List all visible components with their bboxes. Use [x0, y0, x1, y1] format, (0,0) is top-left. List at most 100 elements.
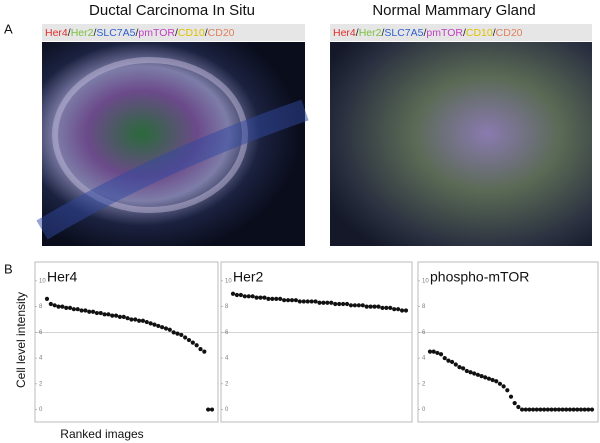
median-point	[542, 407, 547, 412]
median-point	[125, 316, 130, 321]
median-point	[427, 349, 433, 354]
marker-name: pmTOR	[138, 27, 175, 39]
median-point	[129, 317, 134, 322]
median-point	[575, 407, 580, 412]
median-point	[549, 407, 554, 412]
image-title: Normal Mammary Gland	[372, 2, 535, 19]
median-point	[171, 330, 176, 335]
y-tick-label: 8	[422, 304, 426, 310]
median-point	[198, 346, 203, 352]
marker-name: CD10	[466, 27, 493, 39]
median-point	[113, 313, 119, 318]
median-point	[527, 407, 532, 412]
median-point	[246, 294, 251, 299]
median-point	[571, 407, 576, 412]
median-point	[242, 294, 247, 299]
marker-name: pmTOR	[426, 27, 463, 39]
median-point	[399, 308, 405, 313]
median-point	[238, 292, 243, 298]
median-point	[435, 350, 440, 356]
median-point	[449, 359, 455, 365]
median-point	[167, 327, 172, 332]
median-point	[133, 317, 138, 322]
median-point	[501, 384, 506, 389]
median-point	[344, 301, 350, 307]
plot-frame	[220, 261, 413, 423]
separator: /	[205, 27, 208, 39]
median-point	[285, 298, 291, 303]
median-point	[348, 303, 354, 308]
median-point	[457, 364, 462, 370]
separator: /	[356, 27, 359, 39]
plot-title: Her4	[47, 269, 78, 285]
median-point	[356, 303, 361, 308]
median-point	[321, 300, 326, 305]
y-tick-label: 6	[225, 330, 229, 336]
median-point	[560, 407, 565, 412]
median-point	[512, 401, 517, 406]
y-tick-label: 6	[422, 330, 426, 336]
median-point	[301, 299, 306, 304]
median-point	[67, 305, 73, 310]
median-point	[183, 335, 188, 340]
median-point	[556, 407, 561, 412]
median-point	[364, 304, 369, 309]
marker-legend: Her4/Her2/SLC7A5/pmTOR/CD10/CD20	[333, 27, 523, 39]
median-point	[538, 407, 543, 412]
legend-bar	[330, 24, 592, 41]
marker-name: SLC7A5	[96, 27, 135, 39]
median-point	[140, 318, 146, 323]
median-point	[534, 407, 539, 412]
median-point	[553, 407, 558, 412]
median-point	[64, 305, 69, 310]
median-point	[230, 291, 236, 296]
median-point	[202, 349, 207, 354]
legend-bar	[42, 24, 305, 41]
median-point	[282, 298, 287, 303]
stroma	[36, 99, 309, 240]
median-point	[333, 301, 338, 307]
median-point	[472, 371, 477, 376]
median-point	[337, 301, 342, 307]
median-point	[360, 303, 365, 308]
median-point	[56, 304, 61, 309]
median-point	[90, 309, 96, 314]
median-point	[468, 370, 473, 375]
median-point	[206, 407, 211, 412]
median-point	[589, 407, 595, 412]
median-point	[380, 305, 385, 310]
median-point	[75, 307, 80, 312]
median-point	[403, 308, 409, 313]
median-point	[325, 300, 330, 305]
median-point	[396, 307, 401, 312]
median-point	[102, 312, 107, 317]
separator: /	[68, 27, 71, 39]
median-point	[305, 299, 310, 304]
panel-label: B	[4, 261, 13, 276]
median-point	[483, 375, 488, 380]
median-point	[190, 340, 195, 345]
y-tick-label: 2	[225, 381, 229, 387]
median-point	[258, 295, 263, 300]
median-point	[163, 326, 169, 331]
median-point	[578, 407, 584, 412]
median-point	[505, 388, 510, 393]
separator: /	[175, 27, 178, 39]
median-point	[148, 321, 153, 326]
marker-name: Her2	[359, 27, 382, 39]
median-point	[110, 313, 115, 318]
x-axis-label: Ranked images	[60, 427, 143, 441]
y-tick-label: 10	[39, 278, 46, 284]
median-point	[475, 372, 480, 377]
y-tick-label: 10	[422, 278, 429, 284]
median-point	[567, 407, 573, 412]
median-point	[523, 407, 528, 412]
median-point	[87, 309, 92, 314]
separator: /	[423, 27, 426, 39]
marker-name: CD20	[208, 27, 235, 39]
median-point	[297, 299, 302, 304]
median-point	[71, 307, 76, 312]
plot-title: Her2	[233, 269, 264, 285]
median-point	[582, 407, 587, 412]
